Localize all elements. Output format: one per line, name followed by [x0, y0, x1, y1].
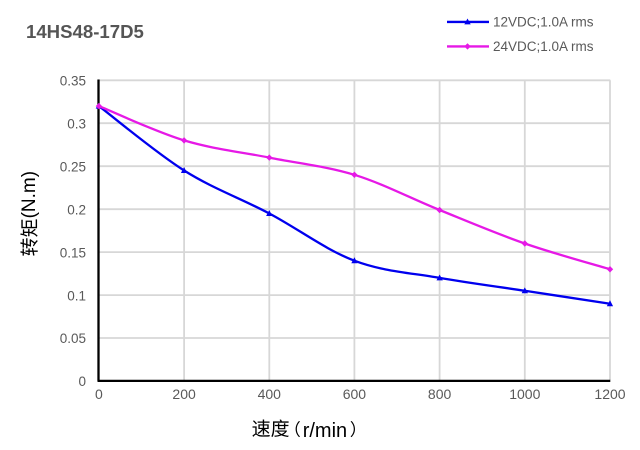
- svg-text:14HS48-17D5: 14HS48-17D5: [26, 21, 144, 42]
- svg-text:200: 200: [172, 386, 196, 402]
- svg-text:0.1: 0.1: [67, 288, 86, 303]
- svg-text:1200: 1200: [594, 386, 625, 402]
- svg-text:(N.m): (N.m): [19, 171, 40, 218]
- svg-text:0: 0: [78, 374, 86, 389]
- svg-text:0: 0: [95, 386, 103, 402]
- svg-text:0.35: 0.35: [60, 74, 86, 89]
- svg-text:0.3: 0.3: [67, 116, 86, 131]
- svg-text:1000: 1000: [509, 386, 540, 402]
- svg-text:24VDC;1.0A rms: 24VDC;1.0A rms: [493, 39, 594, 54]
- svg-text:800: 800: [428, 386, 452, 402]
- svg-text:12VDC;1.0A rms: 12VDC;1.0A rms: [493, 14, 594, 29]
- svg-text:0.05: 0.05: [60, 331, 86, 346]
- svg-text:0.2: 0.2: [67, 202, 86, 217]
- svg-text:r/min: r/min: [303, 420, 347, 442]
- svg-text:600: 600: [343, 386, 367, 402]
- svg-text:0.15: 0.15: [60, 245, 86, 260]
- svg-text:400: 400: [258, 386, 282, 402]
- svg-text:0.25: 0.25: [60, 159, 86, 174]
